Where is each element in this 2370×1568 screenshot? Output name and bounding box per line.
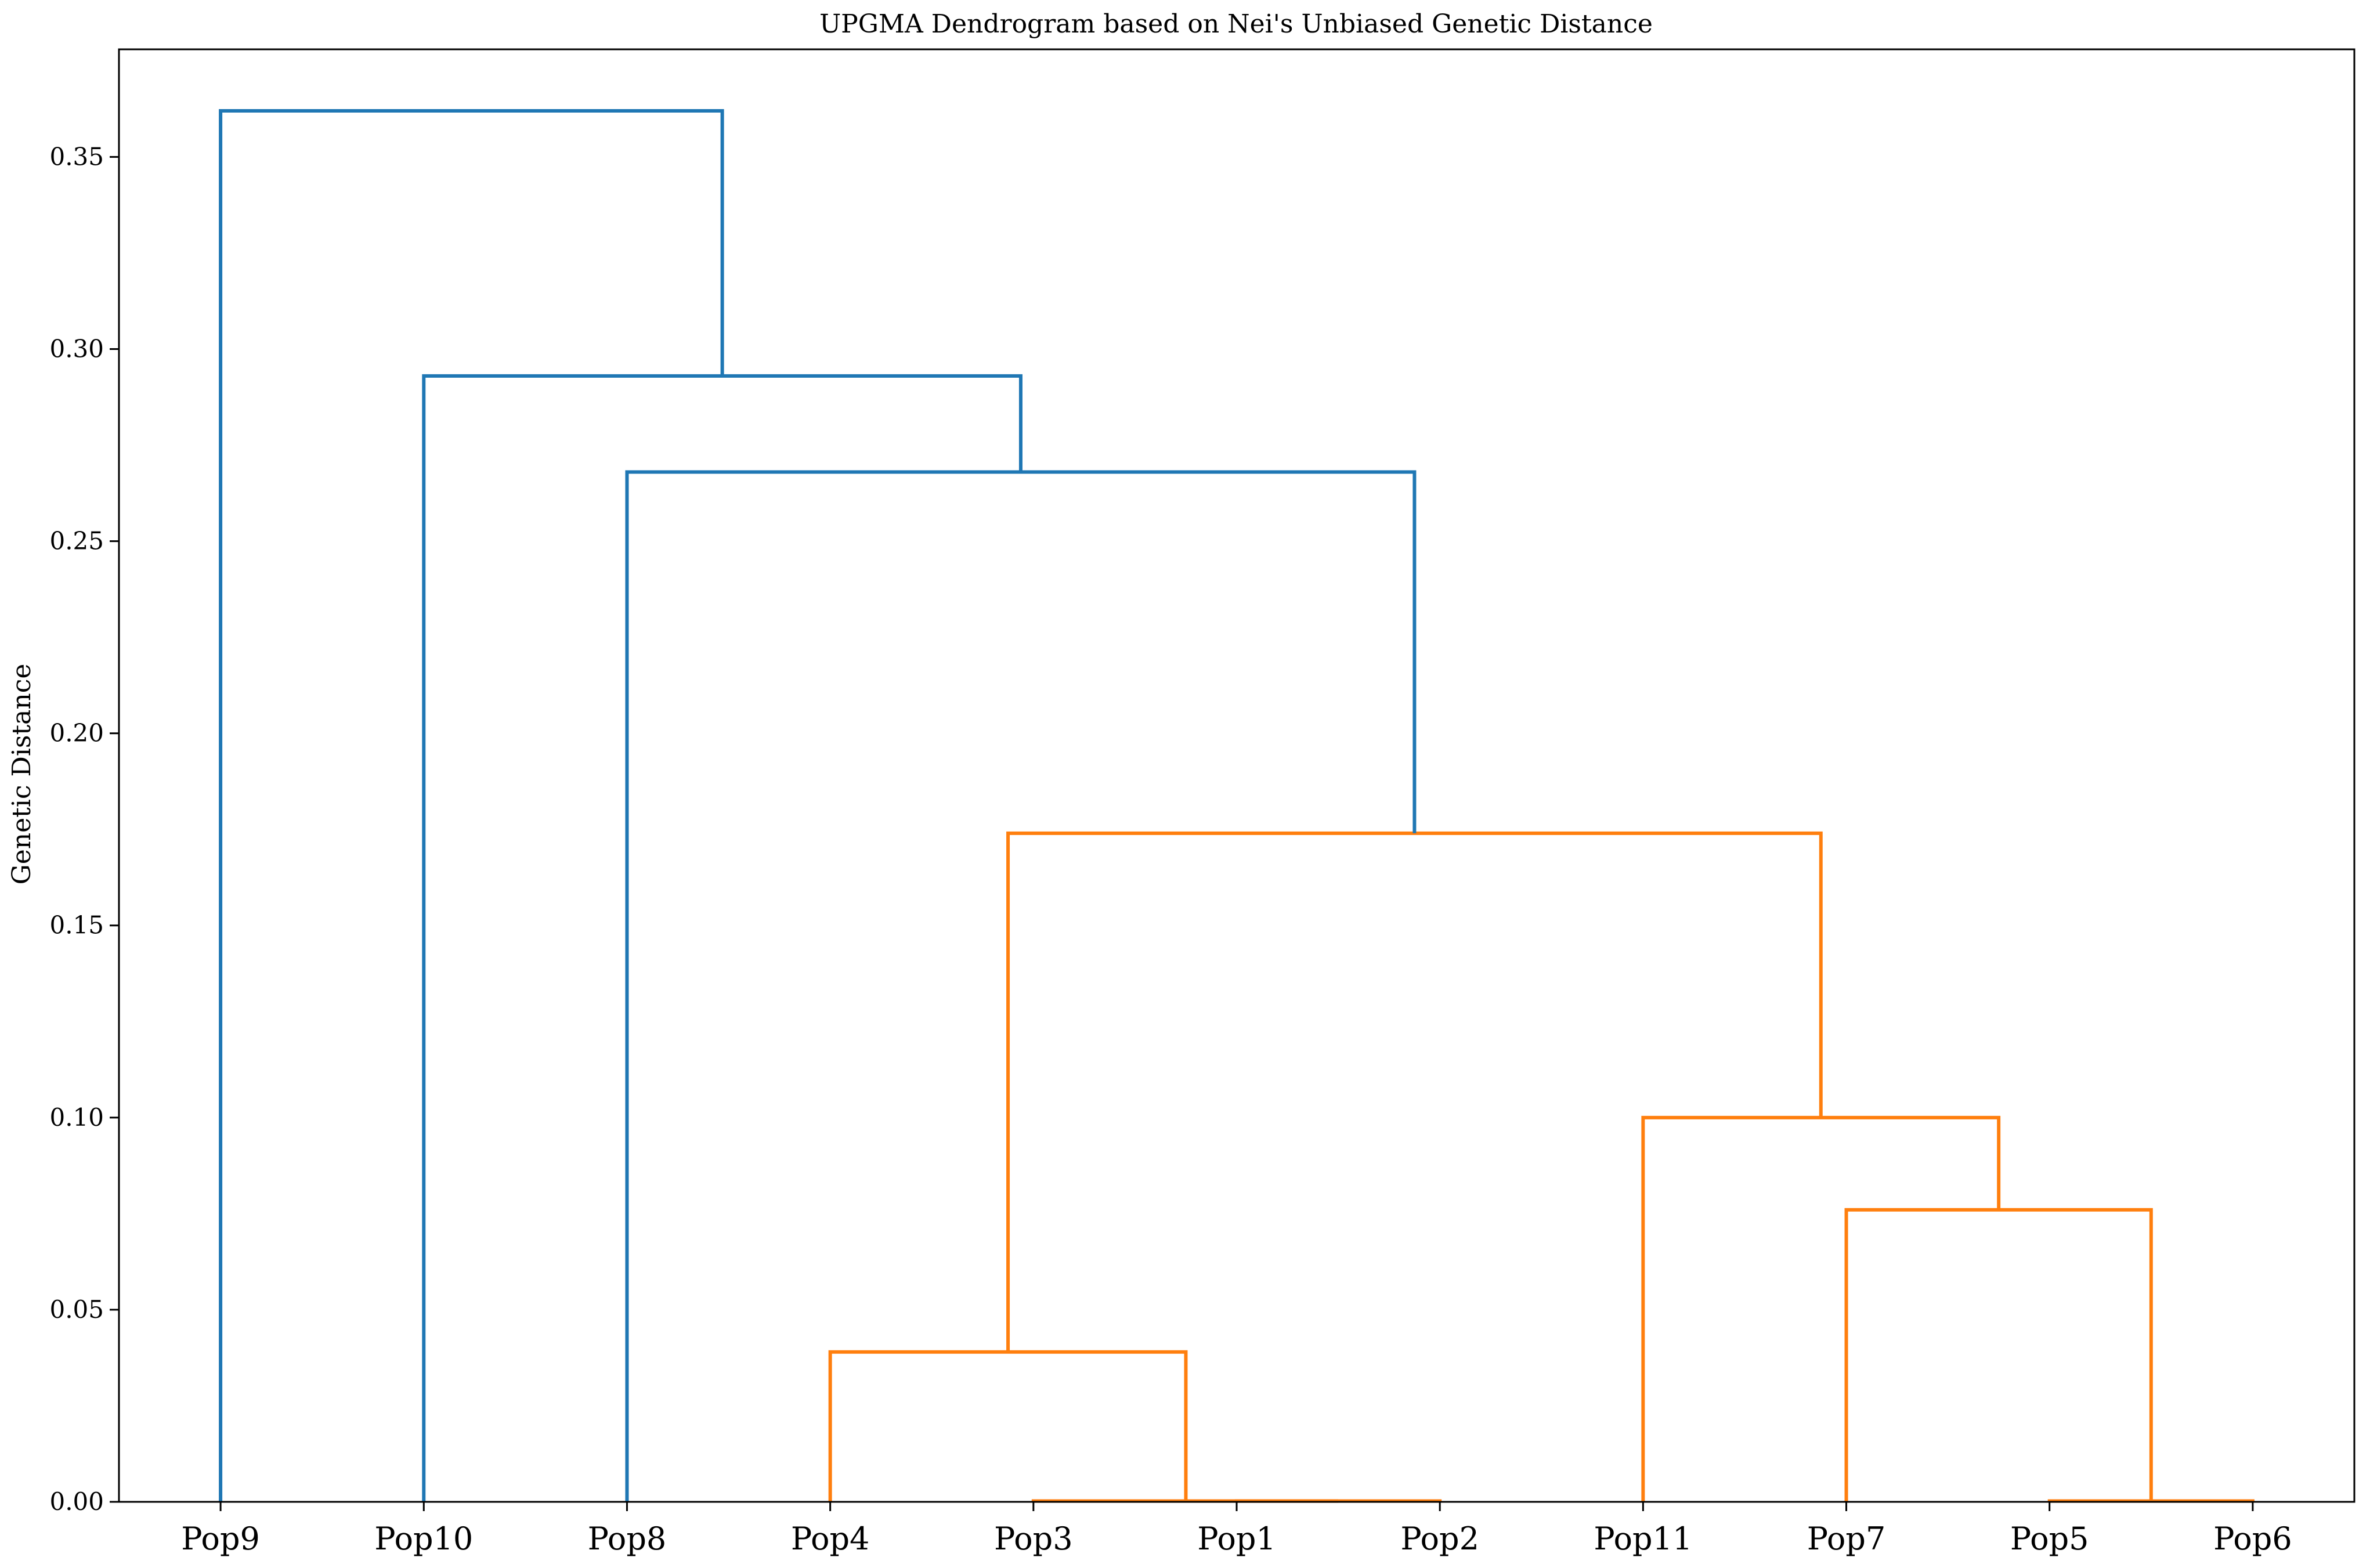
leaf-label-pop8: Pop8 — [588, 1520, 667, 1557]
leaf-label-pop6: Pop6 — [2213, 1520, 2292, 1557]
leaf-label-pop5: Pop5 — [2010, 1520, 2089, 1557]
y-tick-label: 0.30 — [49, 334, 104, 363]
y-tick-label: 0.10 — [49, 1103, 104, 1132]
leaf-label-pop10: Pop10 — [374, 1520, 473, 1557]
dendrogram-link — [219, 109, 724, 1502]
y-tick-label: 0.35 — [49, 142, 104, 171]
y-tick-label: 0.15 — [49, 911, 104, 940]
chart-title: UPGMA Dendrogram based on Nei's Unbiased… — [819, 9, 1653, 39]
leaf-label-pop4: Pop4 — [791, 1520, 870, 1557]
leaf-label-pop9: Pop9 — [181, 1520, 260, 1557]
x-axis-leaves: Pop9 Pop10 Pop8 Pop4 Pop3 Pop1 Pop2 Pop11 Pop7 Po… — [181, 1502, 2292, 1557]
dendrogram-link — [625, 470, 1417, 1502]
y-tick-label: 0.00 — [49, 1487, 104, 1516]
leaf-label-pop7: Pop7 — [1807, 1520, 1886, 1557]
dendrogram-link — [828, 1350, 1188, 1502]
plot-frame — [118, 48, 2355, 1503]
y-tick-label: 0.25 — [49, 527, 104, 555]
dendrogram-links — [219, 109, 2255, 1503]
leaf-label-pop2: Pop2 — [1400, 1520, 1479, 1557]
leaf-label-pop3: Pop3 — [994, 1520, 1073, 1557]
y-tick-label: 0.20 — [49, 719, 104, 747]
dendrogram-link — [1641, 1115, 2001, 1502]
y-tick-label: 0.05 — [49, 1295, 104, 1324]
dendrogram-link — [1844, 1208, 2153, 1502]
y-axis-title: Genetic Distance — [7, 664, 37, 885]
dendrogram-link — [422, 374, 1023, 1502]
y-axis-ticks: 0.00 0.05 0.10 0.15 0.20 0.25 0.30 0.35 — [49, 142, 119, 1516]
leaf-label-pop1: Pop1 — [1197, 1520, 1276, 1557]
dendrogram-link — [1006, 831, 1823, 1352]
leaf-label-pop11: Pop11 — [1594, 1520, 1692, 1557]
